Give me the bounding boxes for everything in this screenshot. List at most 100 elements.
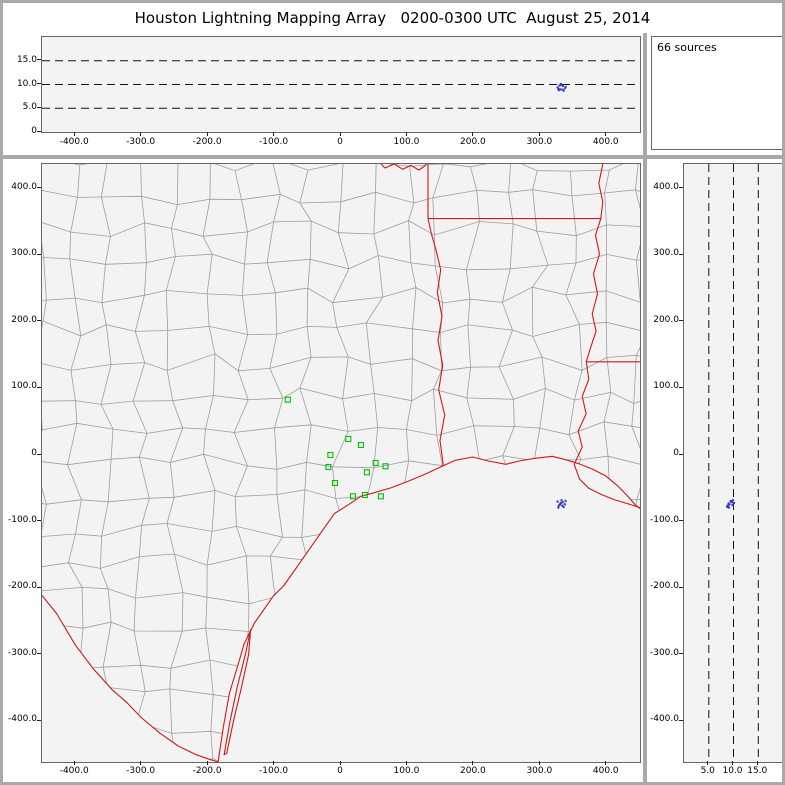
tick-mark (605, 132, 607, 136)
altitude-tick-label: 10.0 (722, 766, 743, 776)
ns-tick-label: -300.0 (649, 647, 679, 658)
horizontal-divider (3, 155, 782, 159)
ew-tick-label: -400.0 (59, 137, 89, 147)
ns-tick-label: 300.0 (653, 248, 679, 259)
tick-mark (679, 653, 683, 655)
tick-mark (37, 653, 41, 655)
ns-tick-label: -100.0 (649, 514, 679, 525)
tick-mark (679, 520, 683, 522)
tick-mark (37, 83, 41, 84)
sources-count-label: 66 sources (657, 41, 717, 54)
tick-mark (206, 132, 208, 136)
tick-mark (273, 132, 275, 136)
altitude-ew-panel[interactable] (41, 36, 641, 133)
plan-view-map-panel[interactable] (41, 163, 641, 763)
ew-tick-label: 400.0 (592, 766, 619, 776)
tick-mark (37, 187, 41, 189)
tick-mark (73, 761, 75, 765)
tick-mark (37, 453, 41, 455)
altitude-tick-label: 5.0 (22, 102, 37, 113)
ns-tick-label: 300.0 (11, 248, 37, 259)
tick-mark (679, 453, 683, 455)
tick-mark (707, 761, 709, 765)
ns-tick-label: 200.0 (11, 314, 37, 325)
tick-mark (679, 386, 683, 388)
altitude-tick-label: 10.0 (16, 78, 37, 89)
tick-mark (37, 320, 41, 322)
altitude-tick-label: 15.0 (747, 766, 768, 776)
tick-mark (472, 132, 474, 136)
ns-tick-label: -300.0 (7, 647, 37, 658)
ns-tick-label: -200.0 (649, 581, 679, 592)
tick-mark (538, 132, 540, 136)
altitude-tick-label: 5.0 (700, 766, 715, 776)
ew-tick-label: -400.0 (59, 766, 89, 776)
altitude-ew-plot (42, 60, 640, 109)
tick-mark (472, 761, 474, 765)
ns-altitude-panel[interactable] (683, 163, 782, 763)
tick-mark (679, 719, 683, 721)
ew-tick-label: 0 (337, 137, 343, 147)
tick-mark (37, 520, 41, 522)
tick-mark (405, 761, 407, 765)
ns-tick-label: 400.0 (653, 181, 679, 192)
tick-mark (37, 106, 41, 108)
ns-tick-label: 0 (673, 448, 679, 458)
altitude-tick-label: 0 (31, 126, 37, 136)
tick-mark (679, 320, 683, 322)
tick-mark (756, 761, 758, 765)
tick-mark (679, 253, 683, 255)
tick-mark (206, 761, 208, 765)
ns-tick-label: 0 (31, 448, 37, 458)
page-title: Houston Lightning Mapping Array 0200-030… (134, 9, 651, 27)
ew-tick-label: -300.0 (126, 137, 156, 147)
sources-count-panel: 66 sources (651, 36, 782, 150)
tick-mark (140, 761, 142, 765)
ew-tick-label: 0 (337, 766, 343, 776)
tick-mark (679, 586, 683, 588)
ns-tick-label: -400.0 (7, 714, 37, 725)
tick-mark (37, 130, 41, 132)
ns-tick-label: -400.0 (649, 714, 679, 725)
altitude-gridlines-vertical (708, 164, 759, 762)
tick-mark (538, 761, 540, 765)
tick-mark (339, 761, 341, 765)
tick-mark (405, 132, 407, 136)
tick-mark (73, 132, 75, 136)
ew-tick-label: -200.0 (192, 766, 222, 776)
ew-tick-label: 100.0 (393, 766, 420, 776)
tick-mark (605, 761, 607, 765)
altitude-gridlines (42, 60, 640, 109)
plan-view-map (42, 164, 640, 762)
ew-tick-label: -100.0 (259, 137, 289, 147)
ns-tick-label: -200.0 (7, 581, 37, 592)
tick-mark (37, 386, 41, 388)
tick-mark (37, 253, 41, 255)
lightning-sources-ns-projection (725, 499, 736, 509)
tick-mark (140, 132, 142, 136)
state-borders (42, 164, 640, 762)
gulf-and-mexico-mask (42, 456, 640, 762)
ew-tick-label: 100.0 (393, 137, 420, 147)
vertical-divider (643, 33, 647, 782)
tick-mark (679, 187, 683, 189)
ew-tick-label: -300.0 (126, 766, 156, 776)
ns-tick-label: 100.0 (653, 381, 679, 392)
ew-tick-label: 300.0 (526, 766, 553, 776)
lightning-sources-ew-projection (556, 82, 567, 92)
ew-tick-label: -100.0 (259, 766, 289, 776)
ew-tick-label: 200.0 (459, 137, 486, 147)
tick-mark (273, 761, 275, 765)
ns-tick-label: 200.0 (653, 314, 679, 325)
ns-tick-label: -100.0 (7, 514, 37, 525)
tick-mark (37, 719, 41, 721)
altitude-tick-label: 15.0 (16, 54, 37, 65)
ew-tick-label: 300.0 (526, 137, 553, 147)
lightning-sources-plan-view (556, 499, 567, 509)
ns-tick-label: 400.0 (11, 181, 37, 192)
tick-mark (732, 761, 733, 765)
ns-altitude-plot (708, 164, 759, 762)
ew-tick-label: 400.0 (592, 137, 619, 147)
tick-mark (37, 59, 41, 61)
